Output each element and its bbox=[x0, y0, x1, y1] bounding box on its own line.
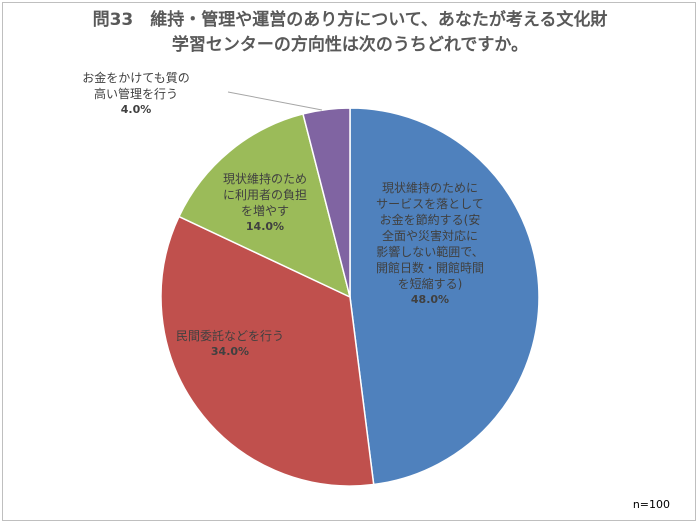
data-label-text-line: 開館日数・開館時間 bbox=[375, 261, 484, 275]
data-label-text-line: サービスを落として bbox=[376, 197, 484, 211]
data-label-text-line: を増やす bbox=[240, 204, 289, 218]
data-label-percent: 14.0% bbox=[245, 220, 285, 233]
data-label-text-line: お金を節約する(安 bbox=[379, 213, 481, 227]
pie-slice-high-quality-management bbox=[302, 107, 351, 298]
data-label-text-line: に利用者の負担 bbox=[222, 188, 307, 202]
data-label-high-quality-management: お金をかけても質の 高い管理を行う 4.0% bbox=[36, 70, 236, 118]
chart-title-line-2: 学習センターの方向性は次のうちどれですか。 bbox=[171, 35, 529, 55]
data-label-text-line: お金をかけても質の bbox=[82, 71, 190, 85]
data-label-text-line: 高い管理を行う bbox=[93, 87, 178, 101]
chart-title: 問33 維持・管理や運営のあり方について、あなたが考える文化財 学習センターの方… bbox=[0, 8, 700, 58]
pie-slice-increase-user-burden bbox=[177, 113, 352, 299]
data-label-percent: 34.0% bbox=[210, 345, 250, 358]
pie-slice-reduce-service bbox=[349, 107, 540, 486]
data-label-text-line: 影響しない範囲で、 bbox=[376, 245, 484, 259]
data-label-increase-user-burden: 現状維持のため に利用者の負担 を増やす 14.0% bbox=[165, 171, 365, 235]
data-label-text-line: 現状維持のために bbox=[381, 181, 478, 195]
sample-size-note: n=100 bbox=[632, 498, 670, 511]
data-label-percent: 4.0% bbox=[120, 103, 152, 116]
chart-title-line-1: 問33 維持・管理や運営のあり方について、あなたが考える文化財 bbox=[92, 10, 608, 30]
data-label-outsourcing: 民間委託などを行う 34.0% bbox=[130, 328, 330, 360]
data-label-reduce-service: 現状維持のために サービスを落として お金を節約する(安 全面や災害対応に 影響しない範… bbox=[330, 180, 530, 308]
data-label-text-line: 現状維持のため bbox=[222, 172, 307, 186]
data-label-text-line: 民間委託などを行う bbox=[175, 329, 284, 343]
data-label-percent: 48.0% bbox=[410, 293, 450, 306]
data-label-text-line: を短縮する) bbox=[397, 277, 463, 291]
data-label-text-line: 全面や災害対応に bbox=[381, 229, 478, 243]
leader-line bbox=[227, 91, 323, 111]
